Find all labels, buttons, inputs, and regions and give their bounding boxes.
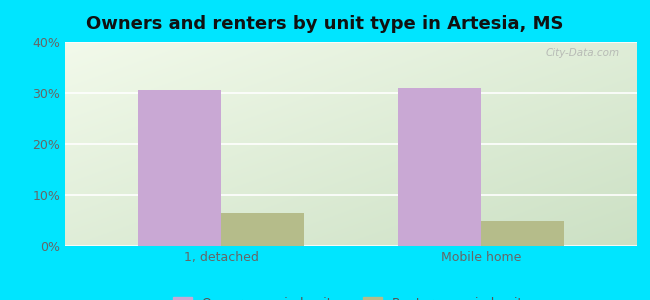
- Legend: Owner occupied units, Renter occupied units: Owner occupied units, Renter occupied un…: [174, 297, 528, 300]
- Text: Owners and renters by unit type in Artesia, MS: Owners and renters by unit type in Artes…: [86, 15, 564, 33]
- Bar: [481, 220, 564, 246]
- Text: City-Data.com: City-Data.com: [546, 48, 620, 58]
- Bar: [398, 88, 481, 246]
- Bar: [138, 90, 221, 246]
- Bar: [221, 213, 304, 246]
